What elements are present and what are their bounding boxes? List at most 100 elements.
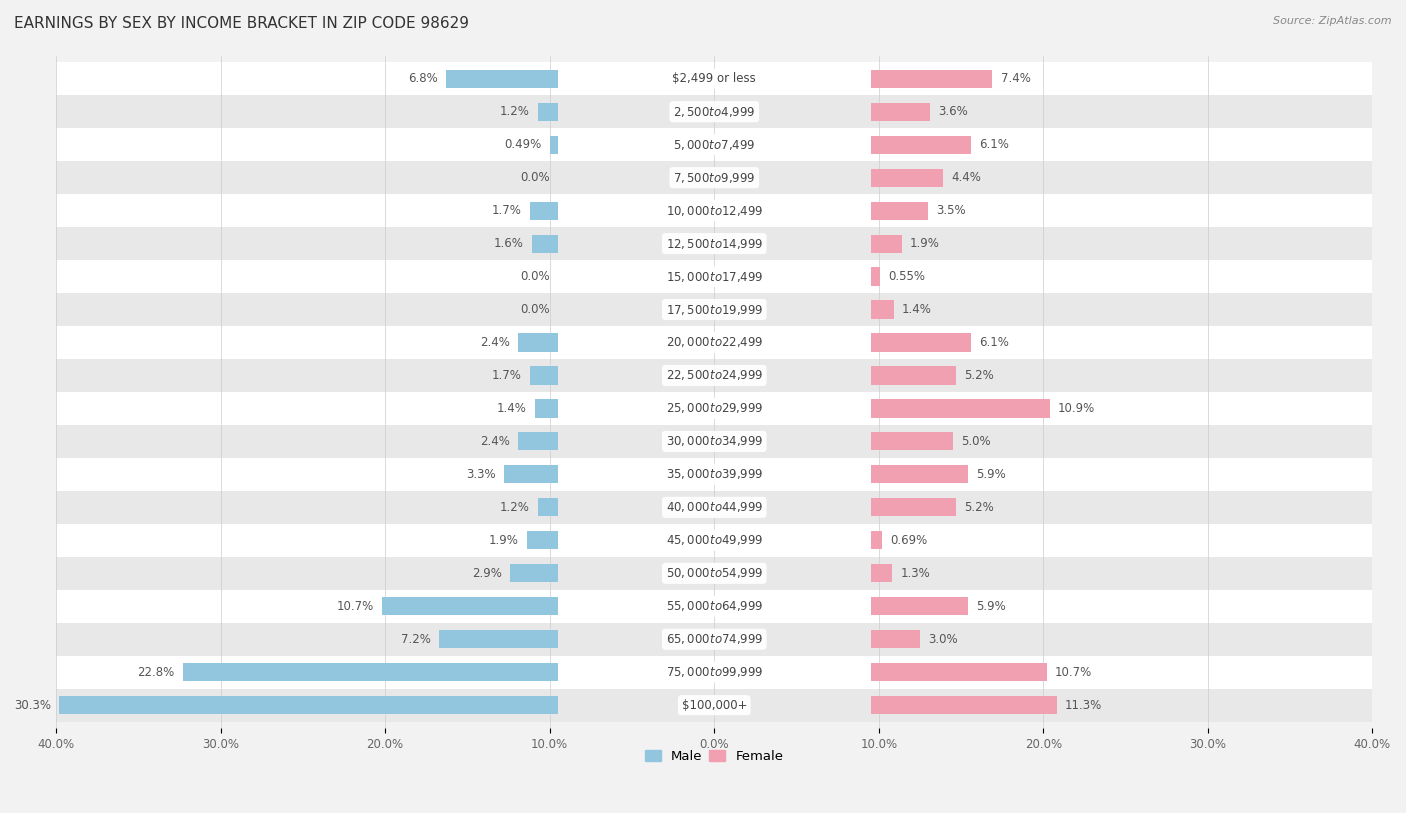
Bar xyxy=(183,663,558,681)
Text: 6.8%: 6.8% xyxy=(408,72,437,85)
Text: 5.2%: 5.2% xyxy=(965,369,994,382)
Bar xyxy=(56,589,1372,623)
Bar xyxy=(56,194,1372,227)
Bar xyxy=(56,293,1372,326)
Text: $30,000 to $34,999: $30,000 to $34,999 xyxy=(665,434,763,449)
Text: $35,000 to $39,999: $35,000 to $39,999 xyxy=(665,467,763,481)
Text: $100,000+: $100,000+ xyxy=(682,698,747,711)
Text: 1.6%: 1.6% xyxy=(494,237,523,250)
Text: $75,000 to $99,999: $75,000 to $99,999 xyxy=(665,665,763,679)
Text: 10.9%: 10.9% xyxy=(1059,402,1095,415)
Bar xyxy=(870,102,929,121)
Bar xyxy=(56,656,1372,689)
Text: 0.0%: 0.0% xyxy=(520,172,550,184)
Bar xyxy=(519,333,558,351)
Text: $2,500 to $4,999: $2,500 to $4,999 xyxy=(673,105,755,119)
Bar xyxy=(870,399,1050,418)
Text: $2,499 or less: $2,499 or less xyxy=(672,72,756,85)
Bar xyxy=(870,663,1046,681)
Bar xyxy=(510,564,558,582)
Bar xyxy=(530,202,558,220)
Text: 0.49%: 0.49% xyxy=(505,138,541,151)
Bar xyxy=(519,433,558,450)
Bar xyxy=(870,433,953,450)
Text: 2.4%: 2.4% xyxy=(481,336,510,349)
Text: 2.9%: 2.9% xyxy=(472,567,502,580)
Text: 0.55%: 0.55% xyxy=(887,270,925,283)
Bar xyxy=(870,630,920,648)
Text: $17,500 to $19,999: $17,500 to $19,999 xyxy=(665,302,763,316)
Bar xyxy=(56,689,1372,722)
Text: 7.2%: 7.2% xyxy=(401,633,432,646)
Bar xyxy=(56,491,1372,524)
Bar xyxy=(446,70,558,88)
Text: $7,500 to $9,999: $7,500 to $9,999 xyxy=(673,171,755,185)
Bar xyxy=(870,598,967,615)
Text: 5.2%: 5.2% xyxy=(965,501,994,514)
Bar xyxy=(531,234,558,253)
Text: 5.9%: 5.9% xyxy=(976,467,1005,480)
Text: 1.9%: 1.9% xyxy=(488,534,519,547)
Text: $45,000 to $49,999: $45,000 to $49,999 xyxy=(665,533,763,547)
Bar xyxy=(527,531,558,550)
Bar xyxy=(870,367,956,385)
Text: 10.7%: 10.7% xyxy=(336,600,374,613)
Bar xyxy=(550,136,558,154)
Bar xyxy=(870,136,972,154)
Text: 3.6%: 3.6% xyxy=(938,105,967,118)
Text: 3.3%: 3.3% xyxy=(465,467,495,480)
Text: 0.69%: 0.69% xyxy=(890,534,928,547)
Bar xyxy=(56,557,1372,589)
Text: $5,000 to $7,499: $5,000 to $7,499 xyxy=(673,137,755,152)
Bar xyxy=(530,367,558,385)
Bar xyxy=(538,102,558,121)
Bar xyxy=(382,598,558,615)
Bar xyxy=(56,128,1372,161)
Bar xyxy=(56,227,1372,260)
Bar xyxy=(538,498,558,516)
Text: 7.4%: 7.4% xyxy=(1001,72,1031,85)
Bar xyxy=(56,425,1372,458)
Text: $22,500 to $24,999: $22,500 to $24,999 xyxy=(665,368,763,382)
Text: Source: ZipAtlas.com: Source: ZipAtlas.com xyxy=(1274,16,1392,26)
Bar xyxy=(56,95,1372,128)
Text: 0.0%: 0.0% xyxy=(520,303,550,316)
Text: $15,000 to $17,499: $15,000 to $17,499 xyxy=(665,270,763,284)
Text: 1.4%: 1.4% xyxy=(901,303,932,316)
Text: 1.7%: 1.7% xyxy=(492,204,522,217)
Text: $55,000 to $64,999: $55,000 to $64,999 xyxy=(665,599,763,613)
Bar xyxy=(56,161,1372,194)
Text: 1.3%: 1.3% xyxy=(900,567,929,580)
Bar xyxy=(534,399,558,418)
Text: $20,000 to $22,499: $20,000 to $22,499 xyxy=(665,336,763,350)
Text: 5.0%: 5.0% xyxy=(962,435,991,448)
Bar xyxy=(56,458,1372,491)
Bar xyxy=(56,392,1372,425)
Bar xyxy=(870,498,956,516)
Text: $65,000 to $74,999: $65,000 to $74,999 xyxy=(665,633,763,646)
Bar xyxy=(870,168,943,187)
Legend: Male, Female: Male, Female xyxy=(640,746,789,769)
Bar xyxy=(870,267,880,285)
Bar xyxy=(440,630,558,648)
Text: EARNINGS BY SEX BY INCOME BRACKET IN ZIP CODE 98629: EARNINGS BY SEX BY INCOME BRACKET IN ZIP… xyxy=(14,16,470,31)
Text: 1.2%: 1.2% xyxy=(501,105,530,118)
Text: 30.3%: 30.3% xyxy=(14,698,51,711)
Bar xyxy=(56,359,1372,392)
Bar xyxy=(870,333,972,351)
Text: $12,500 to $14,999: $12,500 to $14,999 xyxy=(665,237,763,250)
Bar xyxy=(870,202,928,220)
Text: $25,000 to $29,999: $25,000 to $29,999 xyxy=(665,402,763,415)
Text: 1.9%: 1.9% xyxy=(910,237,941,250)
Text: 5.9%: 5.9% xyxy=(976,600,1005,613)
Bar xyxy=(870,465,967,484)
Bar xyxy=(870,696,1056,715)
Text: 3.5%: 3.5% xyxy=(936,204,966,217)
Text: 6.1%: 6.1% xyxy=(979,138,1010,151)
Text: 1.2%: 1.2% xyxy=(501,501,530,514)
Bar xyxy=(870,531,882,550)
Text: 2.4%: 2.4% xyxy=(481,435,510,448)
Text: 1.4%: 1.4% xyxy=(496,402,527,415)
Bar xyxy=(503,465,558,484)
Text: $10,000 to $12,499: $10,000 to $12,499 xyxy=(665,203,763,218)
